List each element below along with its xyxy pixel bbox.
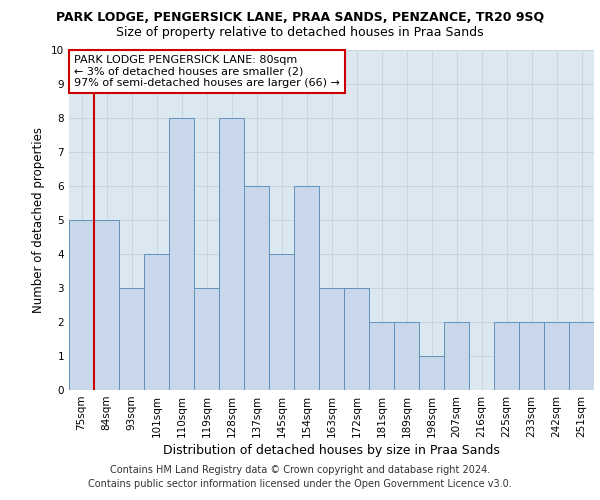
Text: PARK LODGE PENGERSICK LANE: 80sqm
← 3% of detached houses are smaller (2)
97% of: PARK LODGE PENGERSICK LANE: 80sqm ← 3% o…: [74, 55, 340, 88]
Bar: [394, 322, 419, 390]
Bar: [244, 186, 269, 390]
Bar: [219, 118, 244, 390]
Bar: [344, 288, 369, 390]
Bar: [94, 220, 119, 390]
X-axis label: Distribution of detached houses by size in Praa Sands: Distribution of detached houses by size …: [163, 444, 500, 457]
Bar: [444, 322, 469, 390]
Text: Contains HM Land Registry data © Crown copyright and database right 2024.
Contai: Contains HM Land Registry data © Crown c…: [88, 465, 512, 489]
Bar: [494, 322, 519, 390]
Y-axis label: Number of detached properties: Number of detached properties: [32, 127, 46, 313]
Bar: [519, 322, 544, 390]
Bar: [269, 254, 294, 390]
Bar: [119, 288, 144, 390]
Bar: [69, 220, 94, 390]
Text: Size of property relative to detached houses in Praa Sands: Size of property relative to detached ho…: [116, 26, 484, 39]
Bar: [294, 186, 319, 390]
Bar: [319, 288, 344, 390]
Text: PARK LODGE, PENGERSICK LANE, PRAA SANDS, PENZANCE, TR20 9SQ: PARK LODGE, PENGERSICK LANE, PRAA SANDS,…: [56, 11, 544, 24]
Bar: [544, 322, 569, 390]
Bar: [569, 322, 594, 390]
Bar: [369, 322, 394, 390]
Bar: [419, 356, 444, 390]
Bar: [144, 254, 169, 390]
Bar: [194, 288, 219, 390]
Bar: [169, 118, 194, 390]
